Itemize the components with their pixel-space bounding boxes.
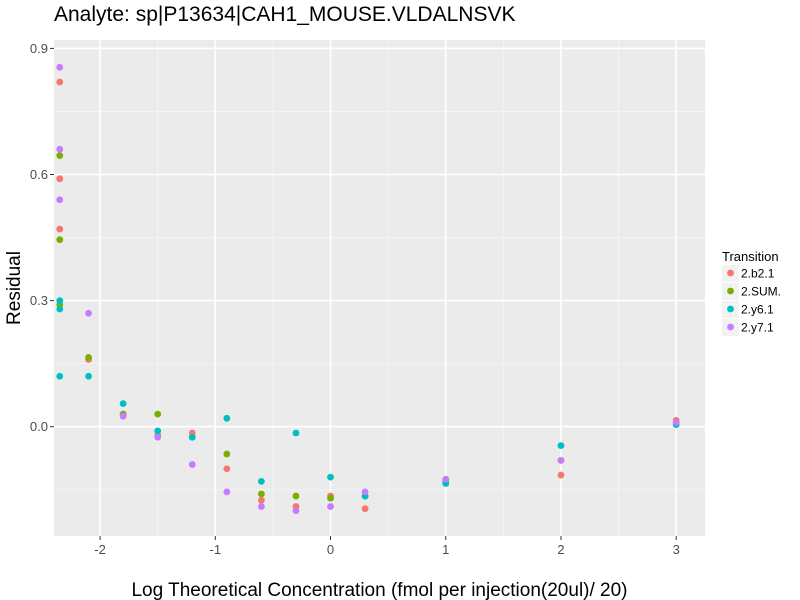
- data-point: [56, 196, 64, 204]
- data-point: [672, 419, 680, 426]
- data-point: [361, 505, 369, 513]
- legend: Transition 2.b2.1 2.SUM. 2.y6.1 2.y7.1: [722, 249, 781, 336]
- legend-title: Transition: [722, 249, 779, 264]
- y-axis-ticks: 0.0 0.3 0.6 0.9: [30, 41, 54, 434]
- data-point: [327, 503, 334, 510]
- legend-key: [727, 323, 734, 331]
- data-point: [154, 433, 162, 441]
- data-point: [327, 494, 334, 502]
- data-point: [56, 236, 64, 244]
- y-axis-title: Residual: [4, 251, 25, 325]
- y-tick-label: 0.3: [30, 293, 48, 308]
- data-point: [361, 488, 369, 496]
- data-point: [85, 309, 92, 317]
- data-point: [56, 145, 64, 153]
- grid-lines: [54, 40, 705, 536]
- data-point: [56, 225, 64, 233]
- data-point: [292, 492, 300, 500]
- legend-key: [727, 269, 734, 277]
- data-point: [188, 433, 196, 441]
- legend-label: 2.y6.1: [741, 303, 774, 317]
- data-point: [154, 427, 162, 435]
- x-axis-title: Log Theoretical Concentration (fmol per …: [131, 580, 627, 600]
- data-point: [119, 412, 127, 420]
- legend-key: [727, 287, 734, 295]
- data-point: [56, 305, 64, 313]
- data-point: [188, 461, 196, 468]
- data-point: [223, 488, 231, 496]
- data-point: [85, 372, 92, 380]
- data-points: [56, 63, 680, 515]
- data-point: [56, 63, 64, 71]
- chart-title: Analyte: sp|P13634|CAH1_MOUSE.VLDALNSVK: [54, 3, 515, 26]
- data-point: [56, 175, 64, 183]
- data-point: [119, 400, 127, 407]
- data-point: [257, 503, 265, 510]
- x-tick-label: -1: [210, 542, 222, 557]
- data-point: [257, 496, 265, 504]
- x-tick-label: 0: [327, 542, 334, 557]
- y-tick-label: 0.9: [30, 41, 48, 56]
- data-point: [292, 507, 300, 515]
- x-tick-label: -2: [94, 542, 106, 557]
- data-point: [223, 450, 231, 458]
- x-tick-label: 1: [442, 542, 449, 557]
- data-point: [257, 490, 265, 498]
- y-tick-label: 0.6: [30, 167, 48, 182]
- data-point: [257, 477, 265, 485]
- data-point: [85, 353, 92, 361]
- data-point: [557, 442, 565, 450]
- x-axis-ticks: -2 -1 0 1 2 3: [94, 536, 680, 557]
- y-tick-label: 0.0: [30, 419, 48, 434]
- data-point: [56, 152, 64, 159]
- legend-label: 2.y7.1: [741, 321, 774, 335]
- plot-panel: [54, 40, 705, 536]
- data-point: [223, 414, 231, 422]
- data-point: [557, 471, 565, 479]
- legend-label: 2.SUM.: [741, 285, 781, 299]
- data-point: [223, 465, 231, 473]
- data-point: [442, 475, 450, 483]
- x-tick-label: 2: [557, 542, 564, 557]
- data-point: [327, 473, 334, 481]
- x-tick-label: 3: [673, 542, 680, 557]
- data-point: [56, 78, 64, 86]
- legend-key: [727, 305, 734, 313]
- data-point: [557, 456, 565, 464]
- data-point: [56, 372, 64, 380]
- data-point: [56, 297, 64, 305]
- legend-label: 2.b2.1: [741, 267, 775, 281]
- data-point: [292, 429, 300, 437]
- data-point: [154, 410, 162, 418]
